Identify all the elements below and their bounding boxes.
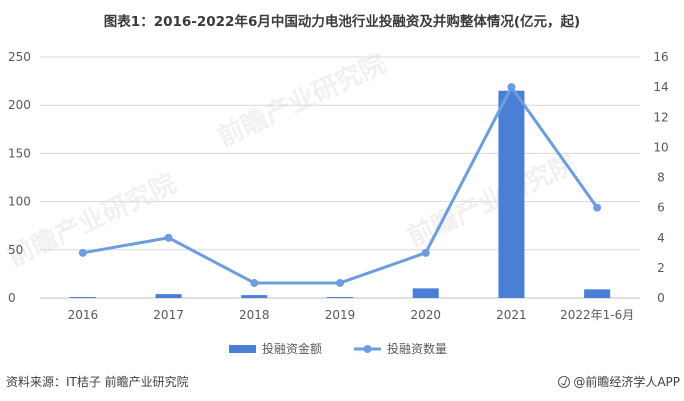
right-axis-tick-label: 6 [657,201,665,215]
legend-label: 投融资金额 [262,341,322,356]
right-axis-tick-label: 16 [653,50,668,64]
line-point [250,278,259,287]
right-axis-tick-label: 12 [653,110,668,124]
bar [241,295,268,298]
left-axis-tick-label: 150 [8,146,31,160]
bar [155,294,182,298]
gridlines [40,56,640,299]
legend: 投融资金额 投融资数量 [229,341,447,356]
brand-text: @前瞻经济学人APP [573,375,680,389]
right-axis-tick-label: 2 [657,261,665,275]
right-axis-tick-label: 4 [657,231,665,245]
x-axis-tick-label: 2019 [325,308,356,322]
source-note: 资料来源：IT桔子 前瞻产业研究院 [6,375,189,389]
left-axis-tick-label: 200 [8,98,31,112]
bar [412,288,439,298]
bar [498,90,525,299]
x-axis-tick-label: 2016 [68,308,99,322]
bar [69,297,96,298]
left-axis-tick-label: 0 [8,291,16,305]
x-axis-tick-label: 2018 [239,308,270,322]
x-axis-tick-label: 2022年1-6月 [560,308,634,322]
line-point [164,233,173,242]
brand-label: @前瞻经济学人APP [558,373,680,390]
right-axis-tick-label: 0 [657,291,665,305]
legend-swatch-bar [229,345,256,353]
line-point [421,248,430,257]
x-axis-tick-label: 2021 [496,308,527,322]
line-series [78,83,602,287]
legend-label: 投融资数量 [387,341,447,356]
right-axis-tick-label: 8 [657,171,665,185]
left-axis-ticks: 0 50 100 150 200 250 [8,50,31,305]
chart-title: 图表1：2016-2022年6月中国动力电池行业投融资及并购整体情况(亿元，起) [103,14,581,30]
right-axis-tick-label: 10 [653,140,668,154]
bar-series [69,90,611,299]
bar [327,297,353,298]
legend-swatch-marker [363,345,372,353]
x-axis-tick-label: 2020 [410,308,441,322]
line-point [78,248,87,257]
x-axis-ticks: 2016 2017 2018 2019 2020 2021 2022年1-6月 [68,308,635,322]
bar [584,289,611,298]
line-point [593,203,602,212]
left-axis-tick-label: 250 [8,50,31,64]
right-axis-ticks: 0 2 4 6 8 10 12 14 16 [653,50,668,305]
x-axis-tick-label: 2017 [153,308,184,322]
left-axis-tick-label: 50 [8,243,23,257]
right-axis-tick-label: 14 [653,80,668,94]
line-point [507,83,516,92]
line-point [336,278,344,287]
left-axis-tick-label: 100 [8,195,31,209]
brand-logo-icon [558,375,571,388]
